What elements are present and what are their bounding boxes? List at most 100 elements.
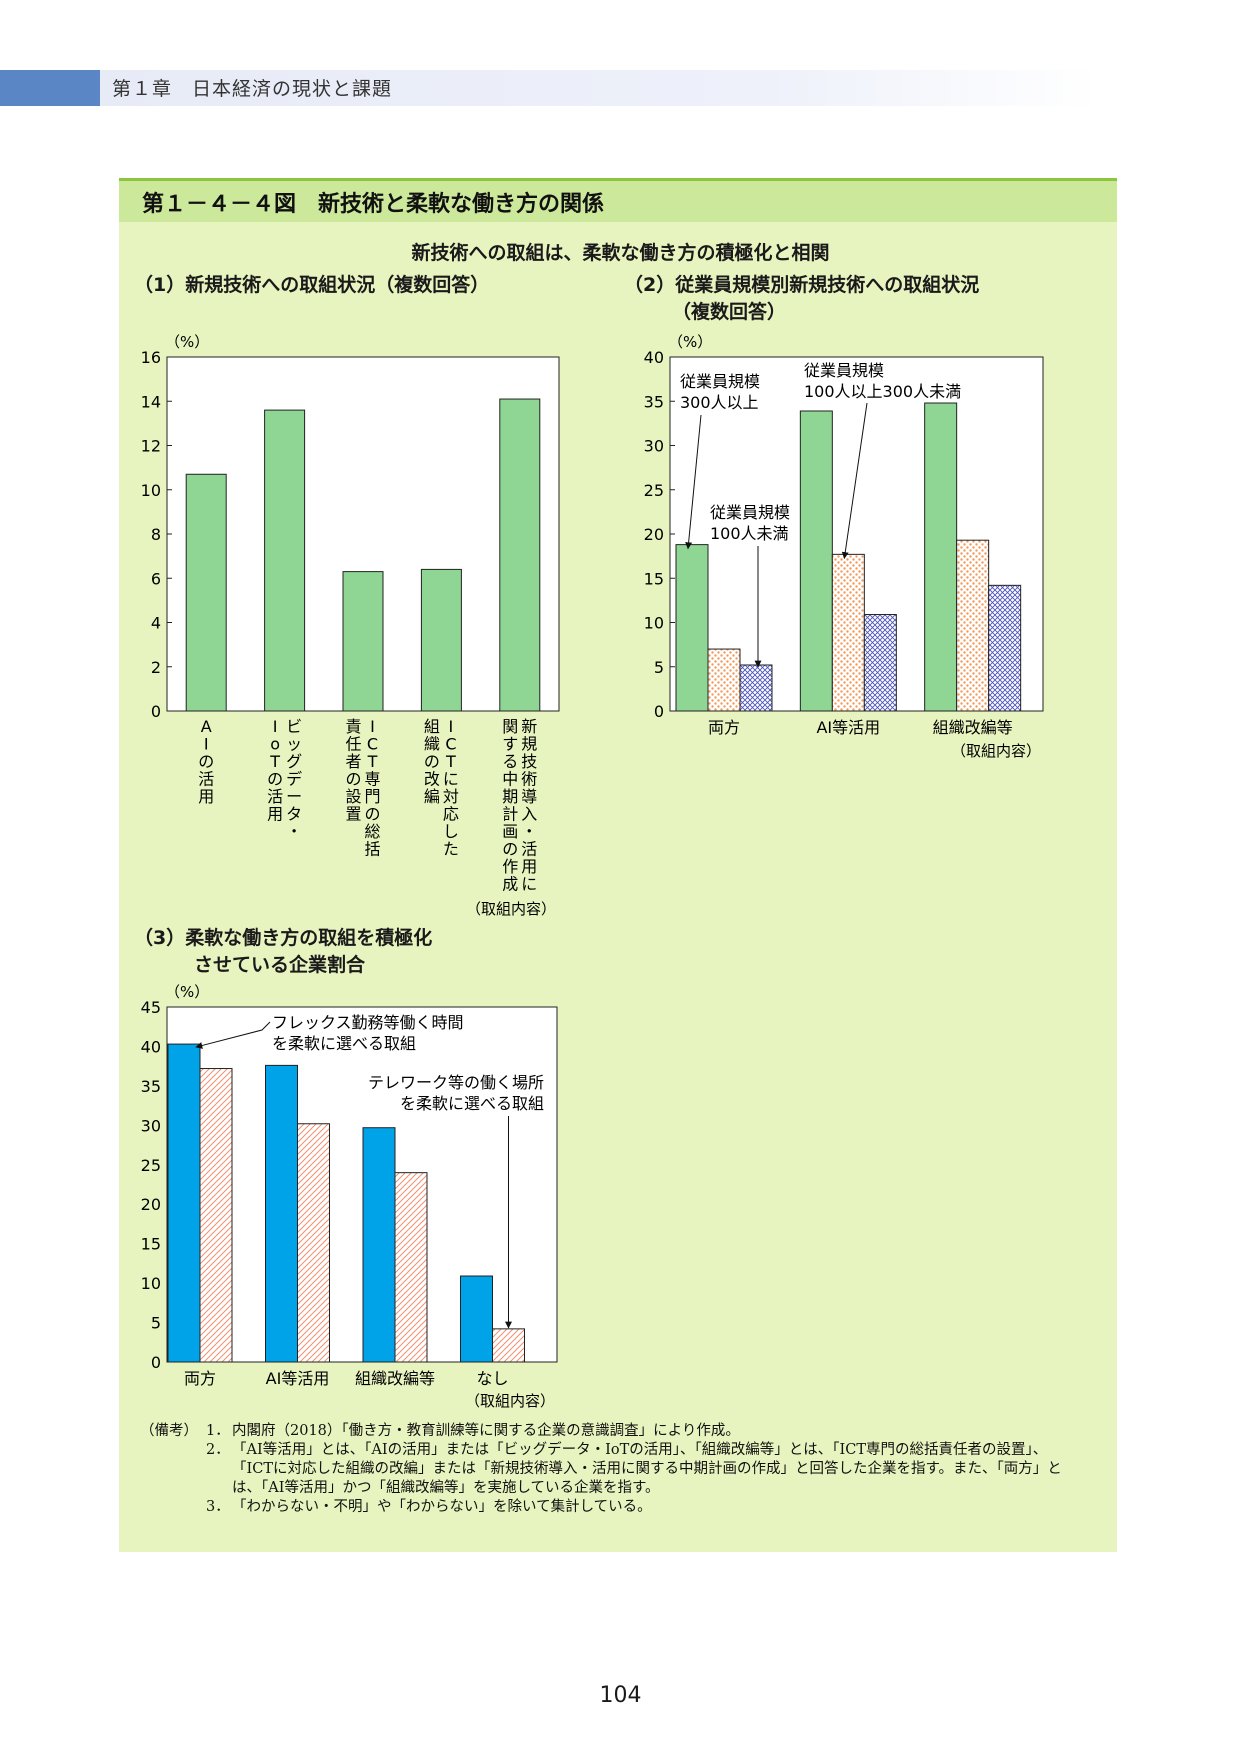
bar bbox=[460, 1275, 493, 1363]
y-tick-label: 20 bbox=[141, 1195, 161, 1214]
category-label: T bbox=[367, 752, 378, 771]
bar bbox=[924, 402, 958, 712]
page-number: 104 bbox=[599, 1683, 642, 1708]
category-label: 画 bbox=[502, 822, 518, 841]
y-tick-label: 35 bbox=[644, 392, 664, 411]
y-tick-label: 6 bbox=[151, 569, 161, 588]
category-label: 導 bbox=[521, 787, 537, 806]
y-tick-label: 15 bbox=[141, 1235, 161, 1254]
note-text: 「わからない・不明」や「わからない」を除いて集計している。 bbox=[232, 1499, 652, 1515]
category-label: デ bbox=[286, 770, 302, 789]
category-label: I bbox=[273, 717, 278, 736]
category-label: ・ bbox=[286, 822, 302, 841]
notes-label: （備考） bbox=[140, 1423, 198, 1439]
category-label: 新 bbox=[521, 717, 537, 736]
category-label: の bbox=[345, 770, 361, 789]
y-tick-label: 45 bbox=[141, 998, 161, 1017]
annotation-text: 従業員規模 bbox=[804, 361, 884, 380]
category-label: 任 bbox=[345, 735, 361, 754]
category-label: に bbox=[443, 770, 459, 789]
y-tick-label: 40 bbox=[644, 348, 664, 367]
y-tick-label: 5 bbox=[151, 1314, 161, 1333]
bar bbox=[499, 398, 541, 712]
panel3-title-line2: させている企業割合 bbox=[194, 954, 366, 976]
bar bbox=[297, 1123, 330, 1363]
category-label: 者 bbox=[345, 752, 361, 771]
bar bbox=[492, 1328, 525, 1363]
category-label: の bbox=[424, 752, 440, 771]
bar bbox=[956, 539, 990, 712]
note-row-2: 2． 「AI等活用」とは、「AIの活用」または「ビッグデータ・IoTの活用」、「… bbox=[140, 1441, 1062, 1498]
bar bbox=[167, 1043, 201, 1363]
category-label: し bbox=[443, 822, 459, 841]
annotation-text: を柔軟に選べる取組 bbox=[400, 1094, 544, 1113]
category-label: I bbox=[370, 717, 375, 736]
category-label: 作 bbox=[502, 857, 518, 876]
category-label: AI等活用 bbox=[266, 1369, 330, 1388]
category-label: ー bbox=[286, 787, 302, 806]
y-tick-label: 20 bbox=[644, 525, 664, 544]
category-label: 括 bbox=[364, 840, 380, 859]
category-label: る bbox=[502, 752, 518, 771]
category-label: 編 bbox=[424, 787, 440, 806]
panel2-title-line2: （複数回答） bbox=[672, 301, 787, 323]
header-band bbox=[0, 70, 1100, 106]
note-row-1: （備考） 1． 内閣府（2018）「働き方・教育訓練等に関する企業の意識調査」に… bbox=[140, 1422, 1062, 1441]
category-label: 専 bbox=[364, 770, 380, 789]
category-label: I bbox=[204, 735, 209, 754]
category-label: 織 bbox=[424, 735, 440, 754]
category-label: 成 bbox=[502, 875, 518, 894]
bar bbox=[185, 473, 227, 712]
category-label: 責 bbox=[345, 717, 361, 736]
y-tick-label: 25 bbox=[644, 481, 664, 500]
bar bbox=[675, 544, 709, 712]
y-tick-label: 4 bbox=[151, 614, 161, 633]
category-label: 門 bbox=[364, 787, 380, 806]
y-tick-label: 30 bbox=[141, 1116, 161, 1135]
figure-title-bar bbox=[119, 178, 1117, 222]
y-unit-label: （%） bbox=[668, 333, 712, 351]
category-label: 対 bbox=[443, 787, 459, 806]
category-label: T bbox=[445, 752, 456, 771]
category-label: A bbox=[201, 717, 212, 736]
y-tick-label: 12 bbox=[141, 437, 161, 456]
panel2-title-line1: （2）従業員規模別新規技術への取組状況 bbox=[624, 274, 980, 296]
annotation-arrow bbox=[685, 414, 702, 550]
category-label: なし bbox=[476, 1369, 508, 1388]
header-accent bbox=[0, 70, 100, 106]
category-label: T bbox=[269, 752, 280, 771]
chart1: 0246810121416（%）AIの活用ビッグデータ・IoTの活用ICT専門の… bbox=[141, 333, 560, 918]
panel3-title-line1: （3）柔軟な働き方の取組を積極化 bbox=[134, 927, 433, 949]
category-label: C bbox=[367, 735, 378, 754]
category-label: 技 bbox=[521, 752, 537, 771]
category-label: グ bbox=[286, 752, 302, 771]
y-tick-label: 10 bbox=[141, 481, 161, 500]
bar bbox=[707, 648, 741, 712]
category-label: ・ bbox=[521, 822, 537, 841]
y-tick-label: 15 bbox=[644, 569, 664, 588]
category-label: の bbox=[267, 770, 283, 789]
category-label: 組織改編等 bbox=[355, 1369, 435, 1388]
annotation-text: フレックス勤務等働く時間 bbox=[272, 1013, 464, 1032]
x-axis-label: （取組内容） bbox=[465, 1392, 555, 1410]
bar bbox=[739, 664, 773, 712]
category-label: 用 bbox=[198, 787, 214, 806]
category-label: 計 bbox=[502, 805, 518, 824]
category-label: の bbox=[198, 752, 214, 771]
panel1-title: （1）新規技術への取組状況（複数回答） bbox=[134, 274, 490, 296]
annotation-arrow bbox=[195, 1021, 271, 1049]
x-axis-label: （取組内容） bbox=[951, 742, 1041, 760]
bar bbox=[988, 584, 1022, 712]
category-label: す bbox=[502, 735, 518, 754]
category-label: 関 bbox=[502, 717, 518, 736]
bar bbox=[863, 614, 897, 712]
x-axis-label: （取組内容） bbox=[466, 900, 556, 918]
category-label: 入 bbox=[521, 805, 537, 824]
category-label: 活 bbox=[521, 840, 537, 859]
chapter-header: 第１章 日本経済の現状と課題 bbox=[112, 78, 393, 100]
annotation-text: 100人以上300人未満 bbox=[804, 382, 961, 401]
category-label: ビ bbox=[286, 717, 302, 736]
category-label: 両方 bbox=[184, 1369, 216, 1388]
annotation-text: を柔軟に選べる取組 bbox=[272, 1034, 416, 1053]
